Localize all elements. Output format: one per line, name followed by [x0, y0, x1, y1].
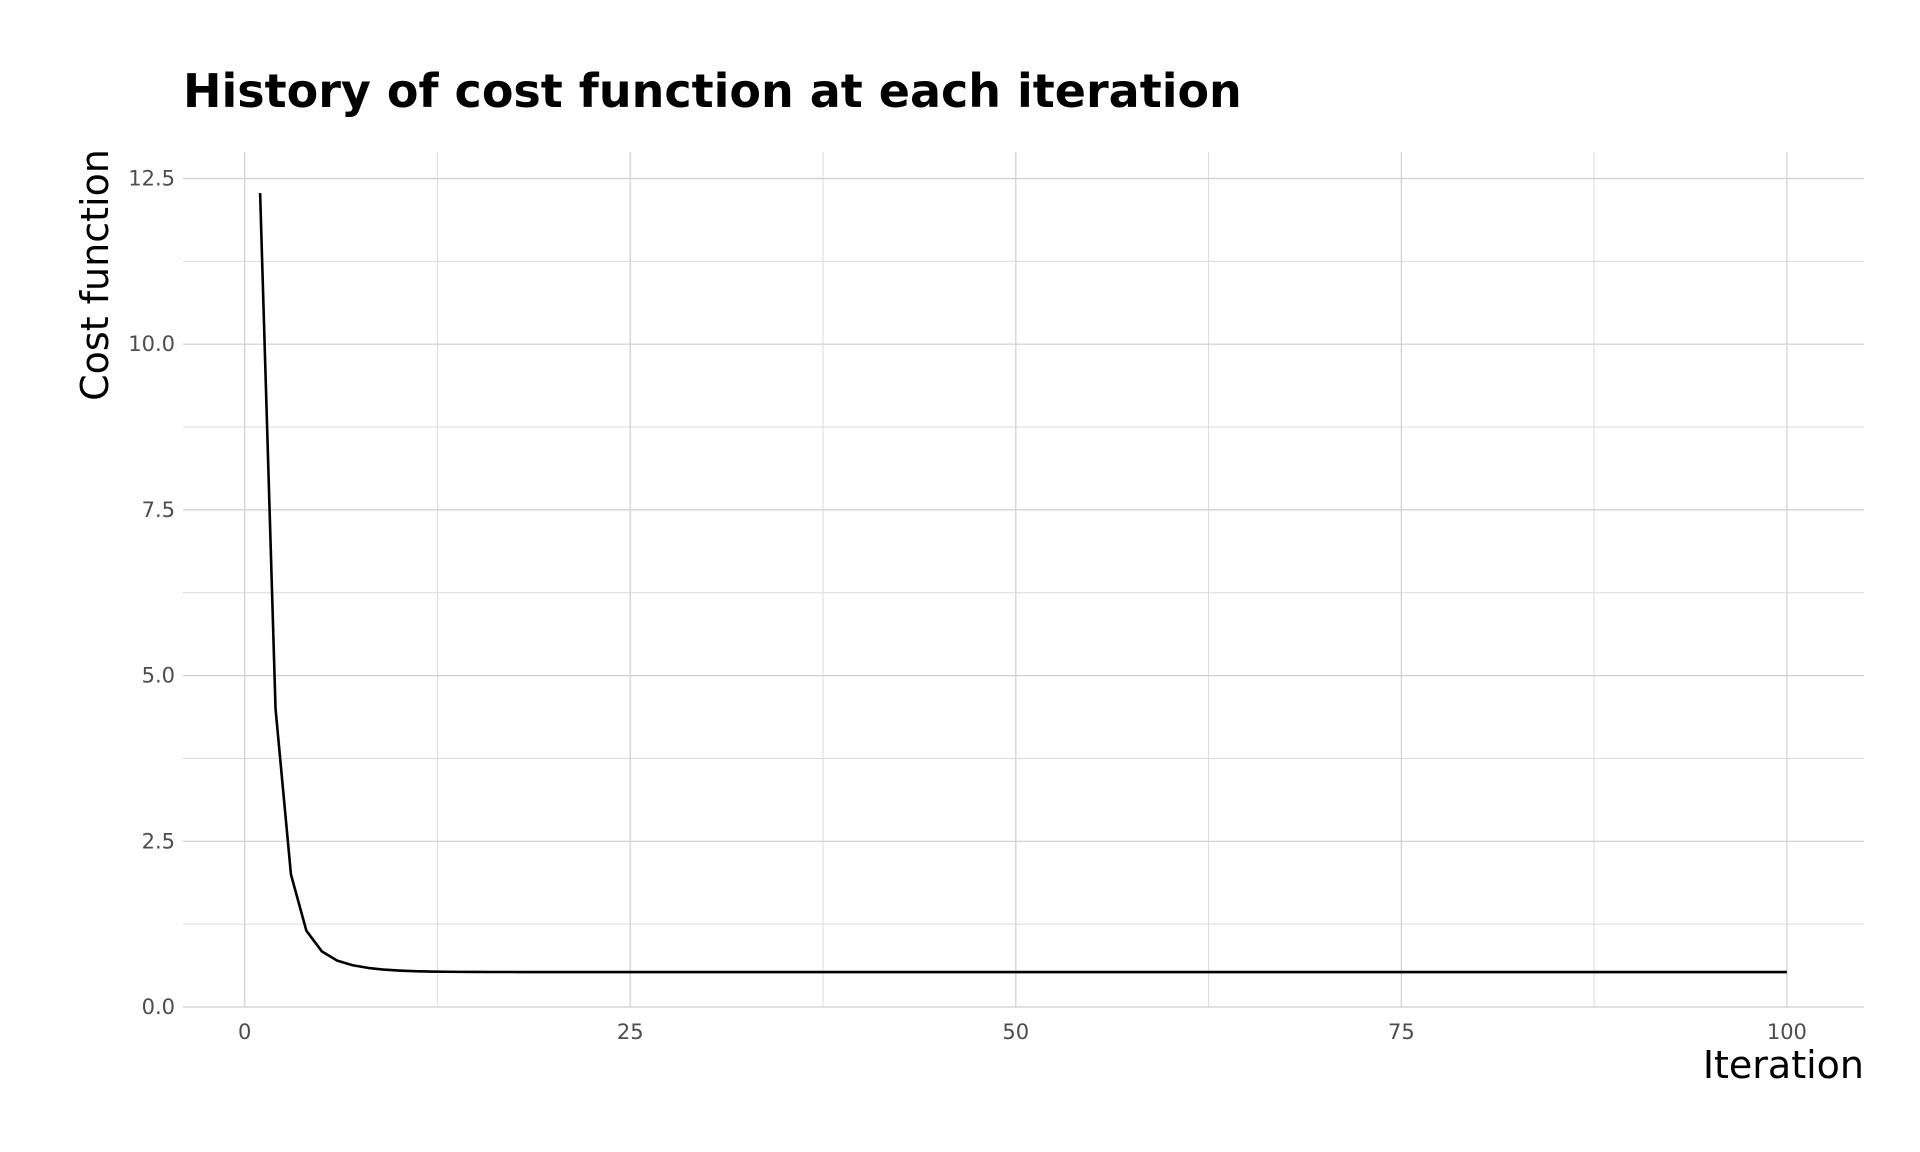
- chart-title: History of cost function at each iterati…: [183, 64, 1242, 118]
- y-tick-label: 7.5: [142, 498, 175, 522]
- grid: [183, 152, 1864, 1008]
- x-axis-ticks: 0 25 50 75 100: [238, 1020, 1807, 1044]
- y-tick-label: 12.5: [128, 167, 175, 191]
- y-axis-ticks: 0.0 2.5 5.0 7.5 10.0 12.5: [128, 167, 175, 1019]
- x-tick-label: 25: [617, 1020, 644, 1044]
- x-tick-label: 75: [1388, 1020, 1415, 1044]
- cost-series-line: [258, 193, 1787, 974]
- y-tick-label: 10.0: [128, 332, 175, 356]
- x-tick-label: 50: [1002, 1020, 1029, 1044]
- x-tick-label: 100: [1767, 1020, 1807, 1044]
- x-tick-label: 0: [238, 1020, 251, 1044]
- y-tick-label: 0.0: [142, 995, 175, 1019]
- y-tick-label: 2.5: [142, 829, 175, 853]
- y-tick-label: 5.0: [142, 664, 175, 688]
- y-axis-title: Cost function: [73, 149, 117, 401]
- series-layer: [258, 193, 1787, 974]
- x-axis-title: Iteration: [1703, 1043, 1864, 1087]
